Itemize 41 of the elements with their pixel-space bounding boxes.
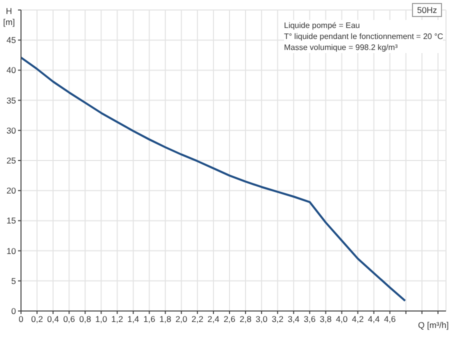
chart-title: 50Hz [412,3,442,17]
x-tick-label: 4,0 [336,314,348,324]
annotation: T° liquide pendant le fonctionnement = 20 °C [284,31,444,42]
y-tick-label: 10 [6,246,16,256]
x-tick-label: 4,6 [384,314,396,324]
y-tick-label: 0 [11,306,16,316]
x-tick-label: 3,2 [272,314,284,324]
x-tick-label: 3,0 [256,314,268,324]
x-tick-label: 2,8 [240,314,252,324]
x-tick-label: 1,4 [127,314,140,324]
x-tick-label: 0,6 [63,314,76,324]
x-axis-title: Q [m³/h] [418,320,449,330]
y-tick-label: 15 [6,216,16,226]
y-tick-label: 20 [6,186,16,196]
line-series [21,56,406,302]
x-tick-label: 1,0 [95,314,108,324]
x-tick-label: 2,6 [224,314,236,324]
x-tick-label: 3,8 [320,314,332,324]
y-tick-label: 5 [11,276,16,286]
x-tick-label: 3,4 [288,314,300,324]
y-tick-label: 45 [6,35,16,46]
y-tick-label: 25 [6,156,16,166]
x-tick-label: 0 [18,314,24,324]
y-tick-label: 35 [6,95,16,106]
annotation: Liquide pompé = Eau [284,20,361,31]
x-tick-label: 1,6 [143,314,156,324]
y-axis-title: H [m] [2,6,16,28]
x-tick-label: 0,4 [47,314,60,324]
annotation: Masse volumique = 998.2 kg/m³ [284,42,399,53]
x-tick-label: 0,8 [79,314,92,324]
x-tick-label: 2,4 [208,314,220,324]
x-tick-label: 1,2 [111,314,124,324]
x-tick-label: 2,2 [192,314,204,324]
y-tick-label: 30 [6,125,16,136]
x-tick-label: 1,8 [159,314,172,324]
x-tick-label: 0,2 [31,314,44,324]
x-tick-label: 3,6 [304,314,316,324]
x-tick-label: 2,0 [175,314,188,324]
x-tick-label: 4,2 [352,314,364,324]
y-tick-label: 40 [6,65,16,76]
x-tick-label: 4,4 [368,314,380,324]
